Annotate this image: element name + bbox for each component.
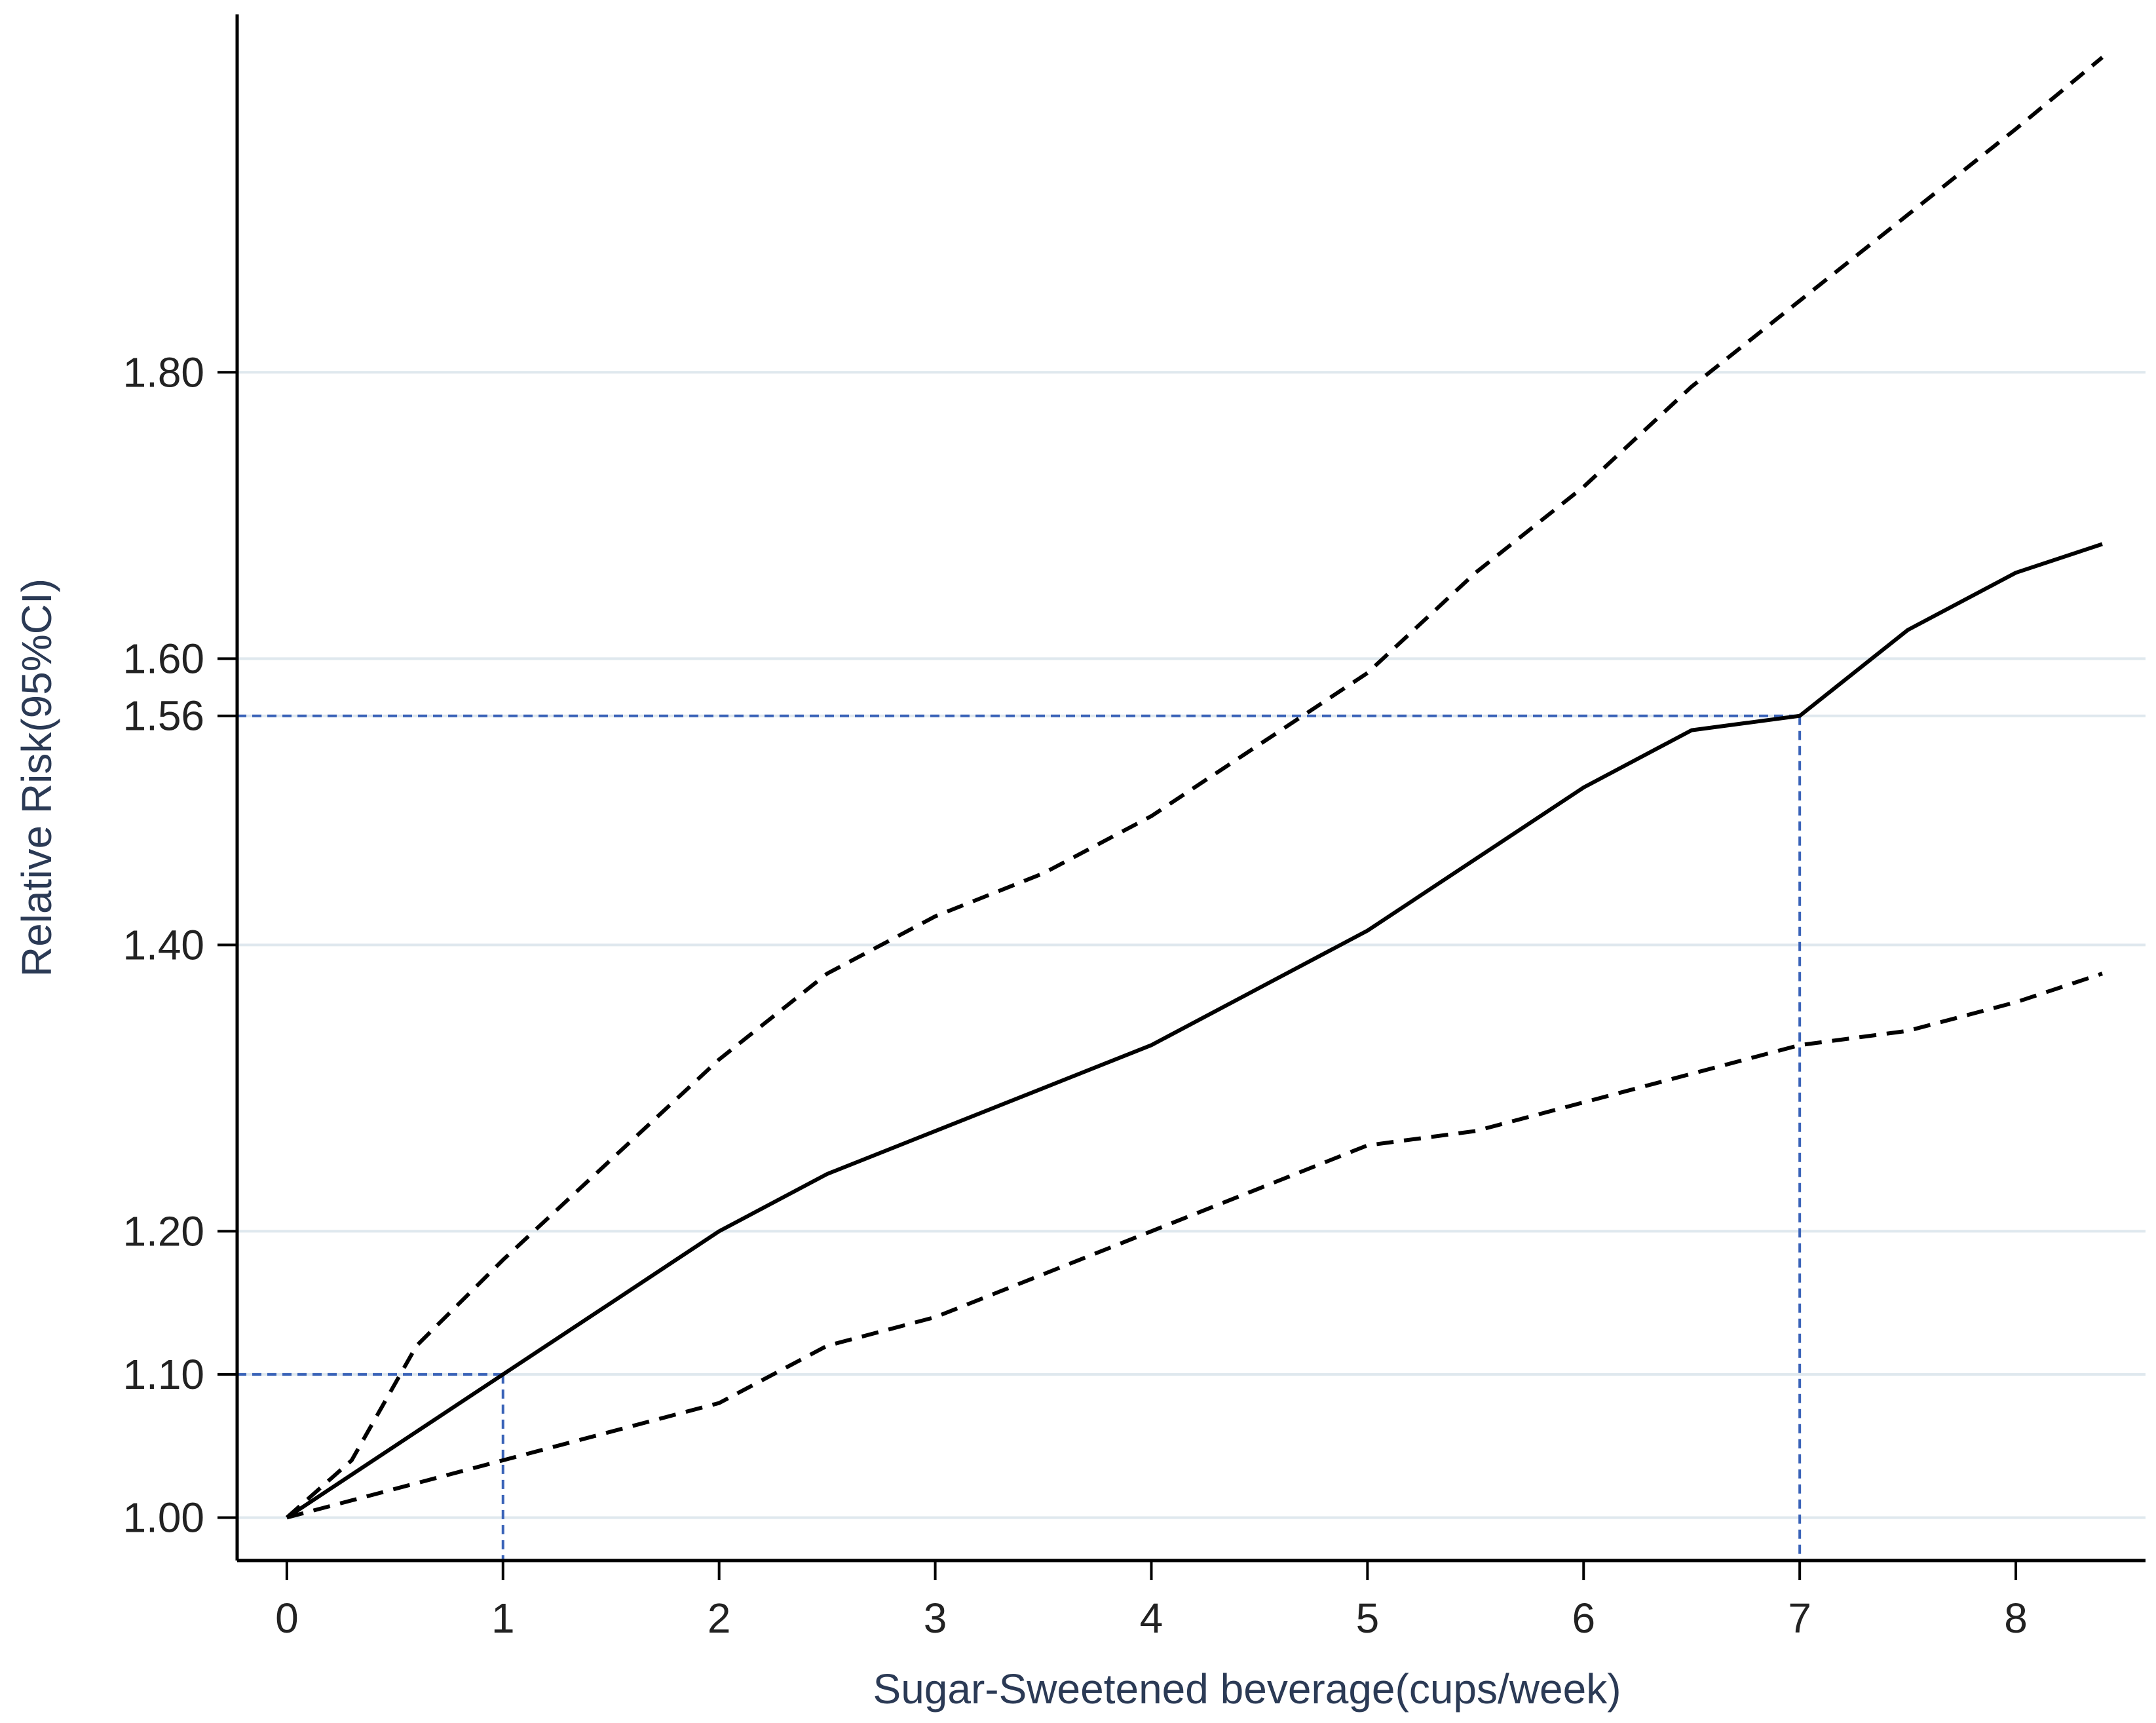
y-tick-label-2: 1.20 xyxy=(123,1207,204,1255)
y-tick-label-0: 1.00 xyxy=(123,1494,204,1541)
x-tick-label-2: 2 xyxy=(708,1595,731,1642)
x-tick-label-6: 6 xyxy=(1572,1595,1595,1642)
y-tick-label-3: 1.40 xyxy=(123,921,204,968)
y-tick-label-1: 1.10 xyxy=(123,1351,204,1398)
x-tick-label-4: 4 xyxy=(1140,1595,1163,1642)
grid-lines xyxy=(237,371,2146,1519)
x-tick-label-8: 8 xyxy=(2004,1595,2028,1642)
series-line-upper-ci xyxy=(285,56,2104,1519)
axes xyxy=(217,14,2146,1580)
x-tick-label-7: 7 xyxy=(1788,1595,1811,1642)
y-axis-title: Relative Risk(95%CI) xyxy=(13,578,60,977)
series-line-estimate xyxy=(286,542,2103,1519)
y-tick-label-4: 1.56 xyxy=(123,692,204,740)
series xyxy=(285,56,2104,1520)
x-tick-label-1: 1 xyxy=(491,1595,515,1642)
y-tick-label-5: 1.60 xyxy=(123,635,204,682)
x-axis-title: Sugar-Sweetened beverage(cups/week) xyxy=(873,1665,1621,1713)
reference-lines xyxy=(237,714,1802,1561)
tick-labels: 1.00 1.10 1.20 1.40 1.56 1.60 1.80 0 1 2 3 4 5 6 7 8 xyxy=(123,349,2027,1642)
series-line-lower-ci xyxy=(286,972,2103,1520)
y-tick-label-6: 1.80 xyxy=(123,349,204,396)
x-tick-label-3: 3 xyxy=(924,1595,947,1642)
x-tick-label-0: 0 xyxy=(275,1595,299,1642)
x-tick-label-5: 5 xyxy=(1356,1595,1380,1642)
